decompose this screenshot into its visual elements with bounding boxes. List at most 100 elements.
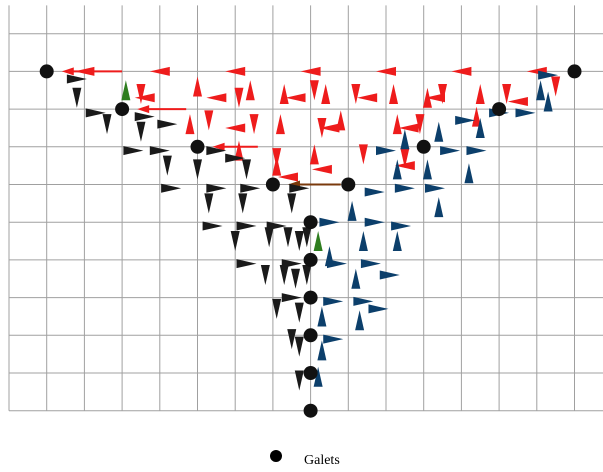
flow-arrowhead xyxy=(272,298,282,319)
flow-arrowhead xyxy=(193,76,202,97)
flow-arrowhead xyxy=(376,146,396,156)
flow-arrowhead xyxy=(398,123,419,133)
flow-arrowhead xyxy=(123,146,144,156)
flow-arrowhead xyxy=(536,80,546,101)
galet-marker xyxy=(303,252,318,267)
flow-arrowhead xyxy=(364,187,385,197)
galets-markers xyxy=(39,64,582,418)
flow-arrowhead xyxy=(193,159,202,180)
flow-arrowhead xyxy=(368,304,389,314)
flow-arrowhead xyxy=(317,306,327,327)
galet-marker xyxy=(303,215,318,230)
flow-arrowhead xyxy=(358,231,368,252)
flow-arrowhead xyxy=(302,227,312,248)
flow-arrowhead xyxy=(234,140,244,161)
legend-galet-marker xyxy=(270,450,282,462)
flow-arrowhead xyxy=(260,264,270,285)
flow-arrowhead xyxy=(360,259,381,269)
flow-arrowhead xyxy=(74,66,95,76)
flow-arrowhead xyxy=(475,117,485,138)
flow-arrowhead xyxy=(434,121,444,142)
flow-arrowhead xyxy=(400,148,410,169)
flow-arrowhead xyxy=(230,231,240,252)
flow-arrowhead xyxy=(389,84,399,105)
flow-arrowhead xyxy=(475,84,485,105)
long-arrow-head xyxy=(137,105,150,114)
flow-arrowhead xyxy=(225,66,246,76)
flow-arrowhead xyxy=(85,108,106,118)
flow-arrowhead xyxy=(313,231,323,252)
flow-arrowhead xyxy=(161,183,182,193)
flow-arrowhead xyxy=(391,221,412,231)
galet-marker xyxy=(39,64,54,79)
flow-arrowhead xyxy=(157,119,178,129)
long-arrows xyxy=(61,67,341,189)
flow-arrowhead xyxy=(466,146,487,156)
flow-arrowhead xyxy=(149,146,170,156)
flow-arrowhead xyxy=(134,93,155,103)
flow-arrowhead xyxy=(543,91,553,112)
flow-arrowhead xyxy=(302,264,312,285)
flow-arrowhead xyxy=(264,227,274,248)
flow-arrowhead xyxy=(313,366,323,387)
flow-arrowhead xyxy=(319,217,340,227)
flow-arrowhead xyxy=(400,129,410,150)
flow-arrowhead xyxy=(238,193,248,214)
flow-arrowhead xyxy=(202,221,223,231)
flow-arrowhead xyxy=(249,114,259,135)
long-arrow-head xyxy=(61,67,74,76)
flow-arrowhead xyxy=(471,106,481,127)
flow-arrowhead xyxy=(225,123,246,133)
flow-arrowhead xyxy=(281,293,302,303)
flow-arrowhead xyxy=(185,114,195,135)
flow-arrowhead xyxy=(379,270,400,280)
flow-arrowhead xyxy=(281,259,302,269)
flow-arrowhead xyxy=(134,112,155,122)
legend: Galets xyxy=(270,450,340,468)
flow-arrowhead xyxy=(355,310,365,331)
flow-arrowhead xyxy=(309,144,319,165)
flow-arrowhead xyxy=(317,340,327,361)
flow-arrowhead xyxy=(277,172,298,182)
galet-marker xyxy=(492,102,507,117)
flow-arrowhead xyxy=(502,84,512,105)
flow-arrowhead xyxy=(347,200,357,221)
galet-marker xyxy=(303,403,318,418)
flow-arrowhead xyxy=(422,159,432,180)
flow-arrowhead xyxy=(294,302,304,323)
flow-arrowhead xyxy=(324,246,334,267)
flow-arrowhead xyxy=(72,87,82,108)
galet-marker xyxy=(416,139,431,154)
flow-arrowhead xyxy=(323,296,344,306)
flow-arrowhead xyxy=(242,159,252,180)
flow-arrowhead xyxy=(394,183,415,193)
legend-label: Galets xyxy=(304,453,340,468)
flow-arrowhead xyxy=(204,193,214,214)
flow-arrowhead xyxy=(392,114,402,135)
galet-marker xyxy=(303,366,318,380)
long-arrow-head xyxy=(212,142,225,151)
flow-arrowhead xyxy=(121,80,131,101)
flow-arrowhead xyxy=(451,66,472,76)
flow-arrowhead xyxy=(376,66,396,76)
flow-arrowhead xyxy=(440,146,461,156)
flow-arrowhead xyxy=(434,197,444,218)
galet-marker xyxy=(341,177,356,192)
flow-arrowhead xyxy=(287,193,297,214)
flow-arrows xyxy=(66,66,561,391)
flow-arrowhead xyxy=(357,93,378,103)
flow-arrowhead xyxy=(240,183,261,193)
flow-arrowhead xyxy=(394,161,415,171)
flow-arrowhead xyxy=(464,163,474,184)
flow-arrowhead xyxy=(515,108,536,118)
flow-arrowhead xyxy=(289,183,310,193)
flow-arrowhead xyxy=(206,93,227,103)
flow-arrowhead xyxy=(245,80,255,101)
flow-arrowhead xyxy=(319,123,340,133)
galet-marker xyxy=(303,328,318,343)
flow-arrowhead xyxy=(538,70,559,80)
flow-arrowhead xyxy=(425,93,446,103)
flow-arrowhead xyxy=(425,183,446,193)
galet-marker xyxy=(303,290,318,305)
